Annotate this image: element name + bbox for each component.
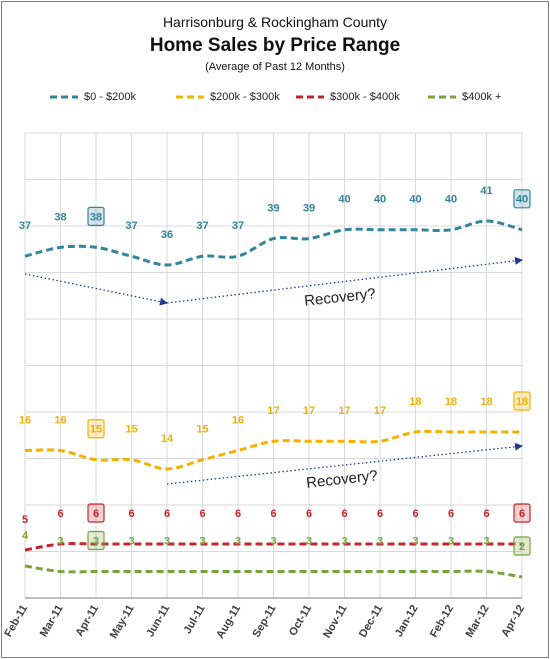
data-label: 3 — [448, 535, 454, 547]
annotation-text: Recovery? — [303, 285, 376, 309]
data-label: 18 — [409, 396, 421, 408]
data-label: 6 — [93, 508, 99, 520]
x-tick-label: Oct-11 — [287, 603, 314, 638]
data-label: 6 — [199, 508, 205, 520]
data-label: 3 — [270, 535, 276, 547]
data-label: 40 — [445, 194, 457, 206]
data-label: 6 — [57, 508, 63, 520]
x-tick-label: Apr-12 — [499, 603, 527, 639]
x-tick-label: Aug-11 — [214, 603, 243, 641]
x-tick-label: Apr-11 — [74, 603, 102, 639]
data-label: 36 — [161, 229, 173, 241]
data-label: 40 — [338, 194, 350, 206]
legend-label: $200k - $300k — [210, 91, 280, 103]
data-label: 17 — [267, 405, 279, 417]
annotation-text: Recovery? — [305, 467, 378, 491]
data-label: 3 — [235, 535, 241, 547]
data-label: 40 — [409, 194, 421, 206]
data-label: 5 — [22, 514, 28, 526]
series-line — [24, 564, 523, 579]
x-tick-label: May-11 — [108, 603, 137, 641]
legend-label: $0 - $200k — [84, 91, 136, 103]
data-label: 6 — [519, 508, 525, 520]
data-label: 40 — [374, 194, 386, 206]
data-label-highlight-box — [513, 189, 531, 209]
data-label: 3 — [128, 535, 134, 547]
data-label-highlight-box — [513, 536, 531, 556]
x-tick-label: Mar-11 — [38, 603, 66, 639]
series-line — [24, 219, 523, 267]
data-label: 17 — [338, 405, 350, 417]
data-label: 16 — [54, 414, 66, 426]
data-label: 6 — [341, 508, 347, 520]
data-label: 6 — [448, 508, 454, 520]
x-tick-label: Feb-12 — [428, 603, 456, 640]
data-label-highlight-box — [513, 391, 531, 411]
data-label: 37 — [196, 220, 208, 232]
data-label: 15 — [125, 424, 137, 436]
data-label: 18 — [516, 396, 528, 408]
x-tick-label: Dec-11 — [357, 603, 385, 640]
data-label: 3 — [341, 535, 347, 547]
data-label: 6 — [270, 508, 276, 520]
data-label: 15 — [90, 424, 102, 436]
x-tick-label: Sep-11 — [250, 603, 278, 640]
legend-label: $400k + — [462, 91, 501, 103]
data-label: 3 — [377, 535, 383, 547]
data-label: 39 — [267, 203, 279, 215]
data-label: 6 — [128, 508, 134, 520]
data-label: 37 — [19, 220, 31, 232]
trend-arrow — [24, 273, 168, 306]
chart-title-line1: Harrisonburg & Rockingham County — [162, 14, 388, 30]
data-label: 18 — [445, 396, 457, 408]
data-label: 15 — [196, 424, 208, 436]
series-line — [24, 429, 522, 471]
x-tick-label: Jun-11 — [144, 603, 172, 639]
data-label: 6 — [306, 508, 312, 520]
chart-title: Home Sales by Price Range — [149, 35, 401, 56]
data-label-highlight-box — [87, 503, 105, 523]
x-tick-label: Mar-12 — [463, 603, 491, 640]
data-label: 17 — [374, 405, 386, 417]
data-label: 6 — [483, 508, 489, 520]
data-label: 3 — [483, 535, 489, 547]
data-label: 18 — [480, 396, 492, 408]
data-label: 3 — [306, 535, 312, 547]
data-label: 4 — [22, 530, 29, 542]
data-label: 3 — [412, 535, 418, 547]
data-label: 3 — [199, 535, 205, 547]
data-label: 41 — [480, 185, 492, 197]
data-label: 38 — [54, 211, 66, 223]
data-label: 37 — [232, 220, 244, 232]
data-label: 38 — [90, 211, 102, 223]
data-label: 6 — [164, 508, 170, 520]
data-label: 6 — [412, 508, 418, 520]
data-label-highlight-box — [87, 419, 105, 439]
data-label-highlight-box — [513, 503, 531, 523]
chart-subtitle: (Average of Past 12 Months) — [205, 61, 345, 73]
data-label: 3 — [164, 535, 170, 547]
data-label: 3 — [93, 535, 99, 547]
data-label: 2 — [519, 541, 525, 553]
data-label: 6 — [377, 508, 383, 520]
data-label: 14 — [161, 433, 174, 445]
x-tick-label: Jul-11 — [182, 603, 208, 636]
data-label-highlight-box — [87, 530, 105, 551]
x-tick-label: Nov-11 — [321, 603, 349, 640]
legend-label: $300k - $400k — [330, 91, 400, 103]
data-label: 6 — [235, 508, 241, 520]
x-tick-label: Feb-11 — [2, 603, 30, 639]
data-label: 16 — [232, 414, 244, 426]
data-label: 3 — [57, 535, 63, 547]
data-label: 17 — [303, 405, 315, 417]
data-label: 16 — [19, 414, 31, 426]
data-label: 37 — [125, 220, 137, 232]
data-label-highlight-box — [87, 206, 105, 226]
data-label: 40 — [516, 194, 528, 206]
series-line — [24, 542, 522, 552]
data-label: 39 — [303, 203, 315, 215]
x-tick-label: Jan-12 — [393, 603, 421, 639]
